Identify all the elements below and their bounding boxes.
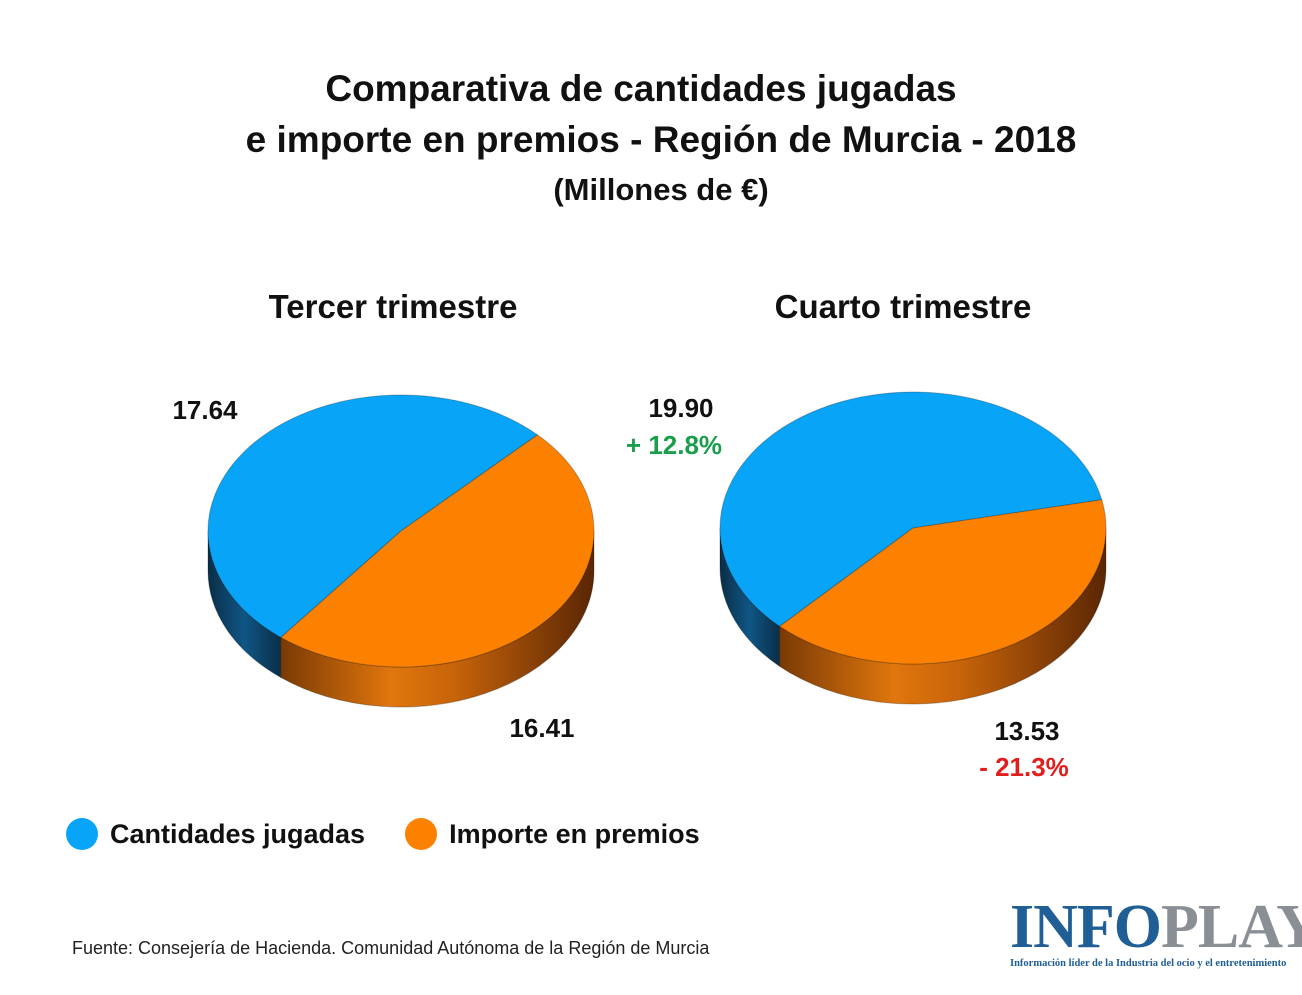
logo-word-info: INFO bbox=[1010, 893, 1162, 961]
legend-item-importe: Importe en premios bbox=[405, 818, 700, 850]
source-note: Fuente: Consejería de Hacienda. Comunida… bbox=[72, 938, 710, 958]
pie-cuarto-trimestre bbox=[719, 391, 1107, 705]
legend-label-importe: Importe en premios bbox=[449, 818, 700, 849]
legend-item-cantidades: Cantidades jugadas bbox=[66, 818, 365, 850]
pie2-label-importe: 13.53 bbox=[994, 716, 1059, 746]
pie2-title: Cuarto trimestre bbox=[775, 288, 1032, 325]
infoplay-logo: INFOPLAY Información líder de la Industr… bbox=[1010, 893, 1302, 969]
pie2-change-cantidades: + 12.8% bbox=[626, 430, 722, 460]
pie-tercer-trimestre bbox=[207, 394, 595, 708]
chart-title-line1: Comparativa de cantidades jugadas bbox=[325, 68, 957, 109]
pie-slice-importe bbox=[778, 499, 1107, 665]
pie2-label-cantidades: 19.90 bbox=[648, 393, 713, 423]
logo-word-play: PLAY bbox=[1161, 893, 1302, 961]
pie1-title: Tercer trimestre bbox=[269, 288, 518, 325]
pie-slice-cantidades bbox=[207, 394, 539, 639]
chart-title-line2: e importe en premios - Región de Murcia … bbox=[245, 119, 1077, 160]
legend-swatch-cantidades bbox=[66, 818, 98, 850]
logo-wordmark: INFOPLAY bbox=[1010, 893, 1302, 961]
legend-swatch-importe bbox=[405, 818, 438, 850]
pie-slice-importe bbox=[280, 434, 595, 668]
pie1-label-importe: 16.41 bbox=[509, 713, 574, 743]
legend: Cantidades jugadas Importe en premios bbox=[66, 818, 740, 850]
pie1-label-cantidades: 17.64 bbox=[172, 395, 238, 425]
pie-slice-cantidades bbox=[719, 391, 1103, 627]
logo-tagline: Información líder de la Industria del oc… bbox=[1010, 958, 1287, 969]
pie-side-cantidades bbox=[207, 530, 282, 679]
chart-unit: (Millones de €) bbox=[553, 172, 769, 207]
legend-label-cantidades: Cantidades jugadas bbox=[110, 818, 366, 849]
pie2-change-importe: - 21.3% bbox=[979, 752, 1069, 782]
